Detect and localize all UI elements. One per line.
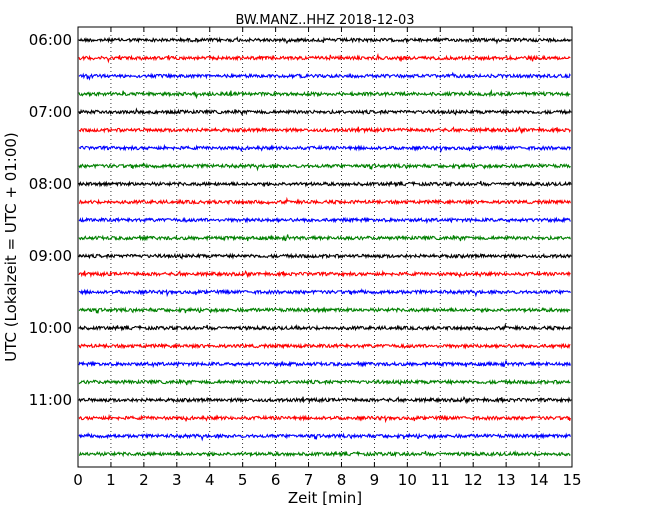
trace-line [78,252,571,260]
x-tick-label: 1 [106,471,116,489]
x-tick-label: 7 [304,471,314,489]
trace-line [78,396,571,405]
trace-line [78,288,571,298]
x-tick-label: 10 [398,471,417,489]
trace-line [78,36,571,45]
x-tick-label: 14 [530,471,549,489]
trace-line [78,449,571,458]
trace-line [78,88,571,100]
x-tick-label: 4 [205,471,215,489]
trace-line [78,52,571,64]
y-axis-label: UTC (Lokalzeit = UTC + 01:00) [2,132,20,362]
x-axis: 0 1 2 3 4 5 6 7 8 9 10 11 12 13 14 15 [73,27,582,489]
y-tick-label: 08:00 [29,175,72,193]
x-tick-label: 11 [431,471,450,489]
trace-line [78,234,571,242]
trace-line [78,322,571,332]
trace-line [78,342,571,350]
x-tick-label: 3 [172,471,182,489]
y-tick-label: 11:00 [29,391,72,409]
y-tick-label: 10:00 [29,319,72,337]
y-tick-label: 06:00 [29,31,72,49]
trace-group [78,36,571,458]
trace-line [78,360,571,369]
trace-line [78,413,571,424]
trace-line [78,107,571,116]
x-tick-label: 6 [271,471,281,489]
trace-line [78,216,571,225]
x-tick-label: 15 [562,471,581,489]
trace-line [78,162,571,172]
chart-title: BW.MANZ..HHZ 2018-12-03 [235,13,414,28]
plot-frame [77,26,573,468]
grid-lines [110,27,540,467]
x-tick-label: 8 [337,471,347,489]
x-tick-label: 2 [139,471,149,489]
x-tick-label: 12 [464,471,483,489]
y-axis: 06:00 07:00 08:00 09:00 10:00 11:00 [29,31,572,409]
y-tick-label: 07:00 [29,103,72,121]
trace-line [78,126,571,135]
x-tick-label: 5 [238,471,248,489]
trace-line [78,180,571,188]
trace-line [78,143,571,154]
trace-line [78,432,571,442]
trace-line [78,71,571,81]
trace-line [78,196,571,206]
x-tick-label: 13 [497,471,516,489]
trace-line [78,306,571,314]
trace-line [78,269,571,279]
x-tick-label: 0 [73,471,83,489]
y-tick-label: 09:00 [29,247,72,265]
x-tick-label: 9 [370,471,380,489]
x-axis-label: Zeit [min] [288,489,362,507]
trace-line [78,378,571,386]
